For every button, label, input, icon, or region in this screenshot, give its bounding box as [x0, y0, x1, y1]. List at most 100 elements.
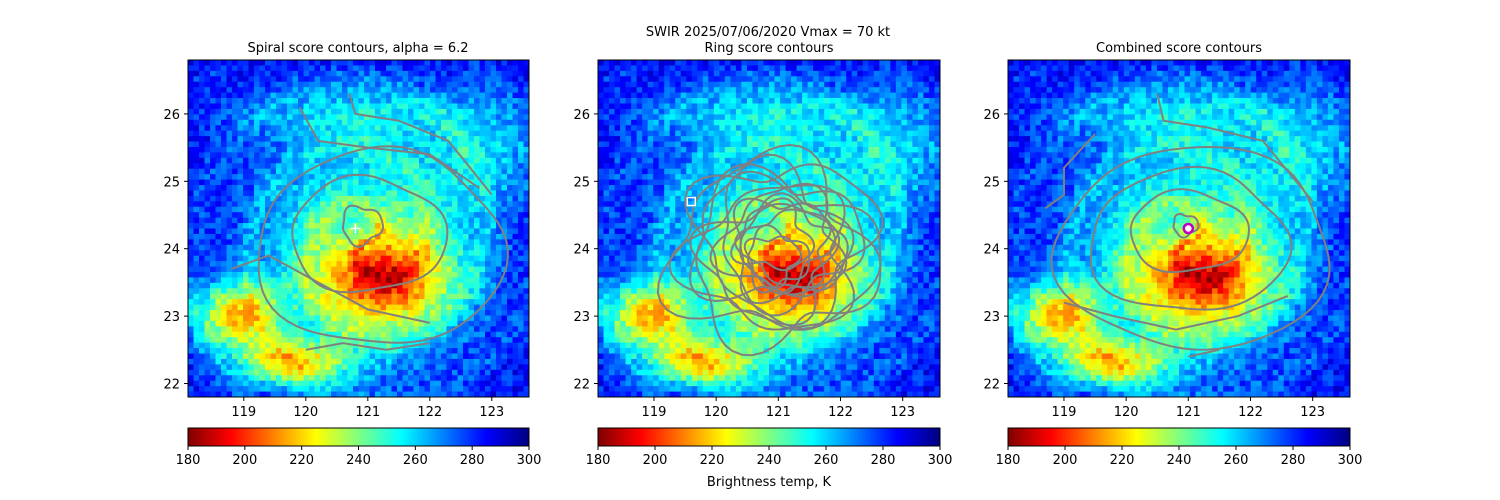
heatmap-cell	[625, 141, 632, 148]
heatmap-cell	[364, 141, 371, 148]
heatmap-cell	[402, 65, 409, 72]
heatmap-cell	[873, 65, 880, 72]
heatmap-cell	[287, 108, 294, 115]
heatmap-cell	[424, 201, 431, 208]
heatmap-cell	[474, 358, 481, 365]
heatmap-cell	[221, 98, 228, 105]
heatmap-cell	[303, 103, 310, 110]
heatmap-cell	[452, 277, 459, 284]
heatmap-cell	[430, 146, 437, 154]
heatmap-cell	[468, 255, 475, 262]
heatmap-cell	[298, 168, 305, 175]
heatmap-cell	[369, 353, 376, 360]
heatmap-cell	[501, 375, 508, 382]
heatmap-cell	[226, 261, 233, 268]
heatmap-cell	[276, 326, 283, 333]
heatmap-cell	[276, 304, 283, 311]
heatmap-cell	[188, 152, 195, 159]
heatmap-cell	[331, 271, 338, 279]
heatmap-cell	[188, 266, 195, 273]
heatmap-cell	[463, 81, 470, 88]
heatmap-cell	[188, 130, 195, 137]
heatmap-cell	[452, 310, 459, 317]
heatmap-cell	[331, 375, 338, 382]
heatmap-cell	[512, 179, 519, 186]
heatmap-cell	[468, 244, 475, 251]
heatmap-cell	[708, 103, 715, 110]
heatmap-cell	[353, 304, 360, 311]
heatmap-cell	[719, 130, 726, 137]
heatmap-cell	[248, 315, 255, 322]
heatmap-cell	[402, 293, 409, 300]
heatmap-cell	[463, 146, 470, 154]
heatmap-cell	[270, 304, 277, 311]
heatmap-cell	[380, 212, 387, 219]
heatmap-cell	[199, 103, 206, 110]
heatmap-cell	[463, 369, 470, 376]
heatmap-cell	[391, 255, 398, 262]
heatmap-cell	[325, 299, 332, 306]
heatmap-cell	[430, 70, 437, 77]
heatmap-cell	[413, 201, 420, 208]
heatmap-cell	[408, 206, 415, 213]
heatmap-cell	[713, 81, 720, 88]
heatmap-cell	[276, 65, 283, 72]
heatmap-cell	[609, 125, 616, 132]
heatmap-cell	[232, 380, 239, 387]
heatmap-cell	[512, 157, 519, 164]
heatmap-cell	[512, 331, 519, 338]
heatmap-cell	[254, 152, 261, 159]
heatmap-cell	[895, 87, 902, 94]
heatmap-cell	[518, 217, 525, 224]
heatmap-cell	[364, 369, 371, 376]
heatmap-cell	[523, 76, 529, 83]
heatmap-cell	[248, 206, 255, 213]
heatmap-cell	[210, 282, 217, 289]
heatmap-cell	[603, 65, 610, 72]
heatmap-cell	[474, 250, 481, 257]
heatmap-cell	[474, 103, 481, 110]
heatmap-cell	[501, 380, 508, 387]
heatmap-cell	[512, 277, 519, 284]
heatmap-cell	[292, 157, 299, 164]
heatmap-cell	[314, 174, 321, 181]
heatmap-cell	[386, 81, 393, 88]
heatmap-cell	[873, 114, 880, 121]
heatmap-cell	[303, 114, 310, 121]
heatmap-cell	[413, 348, 420, 355]
heatmap-cell	[457, 201, 464, 208]
heatmap-cell	[501, 315, 508, 322]
heatmap-cell	[243, 331, 250, 338]
heatmap-cell	[254, 76, 261, 83]
heatmap-cell	[325, 364, 332, 371]
heatmap-cell	[248, 114, 255, 121]
heatmap-cell	[281, 65, 288, 72]
heatmap-cell	[890, 125, 897, 132]
heatmap-cell	[331, 81, 338, 88]
heatmap-cell	[270, 136, 277, 143]
heatmap-cell	[430, 326, 437, 333]
heatmap-cell	[686, 98, 693, 105]
heatmap-cell	[270, 70, 277, 77]
heatmap-cell	[397, 190, 404, 197]
heatmap-cell	[424, 168, 431, 175]
heatmap-cell	[342, 342, 349, 349]
heatmap-cell	[391, 125, 398, 132]
heatmap-cell	[523, 315, 529, 322]
heatmap-cell	[375, 119, 382, 126]
heatmap-cell	[221, 375, 228, 382]
heatmap-cell	[780, 108, 787, 115]
heatmap-cell	[259, 375, 266, 382]
heatmap-cell	[917, 103, 925, 110]
heatmap-cell	[369, 271, 376, 279]
heatmap-cell	[741, 130, 748, 137]
heatmap-cell	[457, 185, 464, 192]
heatmap-cell	[303, 70, 310, 77]
heatmap-cell	[518, 87, 525, 94]
heatmap-cell	[325, 386, 332, 393]
heatmap-cell	[452, 233, 459, 240]
heatmap-cell	[204, 76, 211, 83]
heatmap-cell	[402, 250, 409, 257]
heatmap-cell	[276, 364, 283, 371]
heatmap-cell	[320, 141, 327, 148]
